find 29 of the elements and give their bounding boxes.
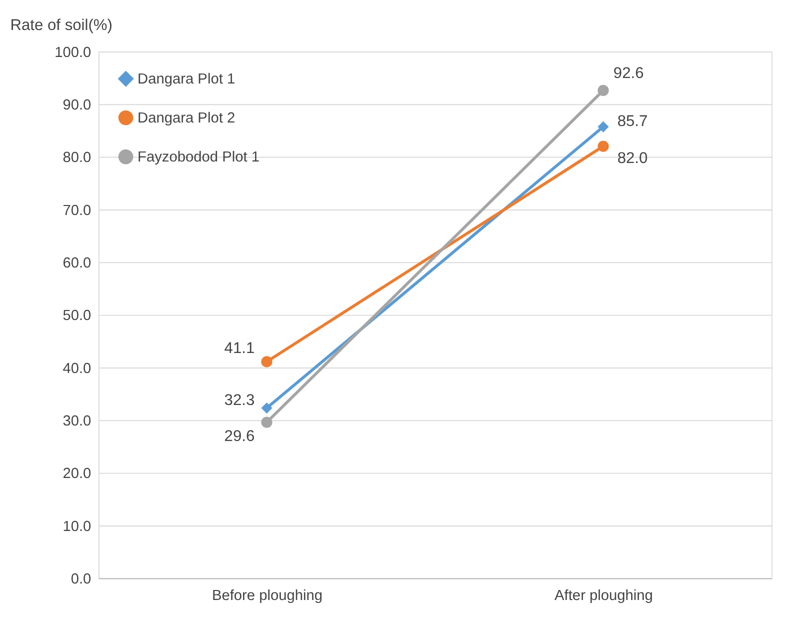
y-tick-label: 100.0 — [54, 44, 92, 61]
y-tick-label: 10.0 — [62, 518, 92, 535]
point — [598, 84, 609, 96]
point — [598, 140, 609, 152]
data-label: 82.0 — [617, 150, 648, 167]
legend-label: Dangara Plot 1 — [138, 72, 236, 88]
data-label: 41.1 — [224, 340, 255, 357]
x-tick-label: Before ploughing — [212, 588, 323, 604]
point — [261, 416, 272, 428]
y-tick-label: 60.0 — [62, 256, 92, 272]
data-label: 92.6 — [613, 64, 644, 82]
legend-label: Dangara Plot 2 — [138, 110, 236, 127]
y-tick-label: 40.0 — [62, 360, 92, 377]
y-tick-label: 80.0 — [62, 150, 92, 166]
legend-label: Fayzobodod Plot 1 — [138, 150, 260, 166]
point — [261, 356, 272, 368]
y-tick-label: 0.0 — [70, 572, 92, 588]
point — [261, 402, 272, 414]
x-tick-label: After ploughing — [554, 588, 653, 604]
y-tick-label: 50.0 — [62, 308, 92, 324]
y-tick-label: 90.0 — [62, 98, 92, 114]
y-tick-label: 20.0 — [62, 466, 92, 482]
data-label: 32.3 — [224, 392, 255, 410]
point — [598, 121, 609, 132]
y-tick-label: 70.0 — [62, 202, 92, 219]
y-tick-label: 30.0 — [62, 414, 92, 430]
data-label: 85.7 — [617, 112, 648, 130]
y-axis-title: Rate of soil(%) — [10, 17, 112, 34]
data-label: 29.6 — [224, 428, 255, 445]
